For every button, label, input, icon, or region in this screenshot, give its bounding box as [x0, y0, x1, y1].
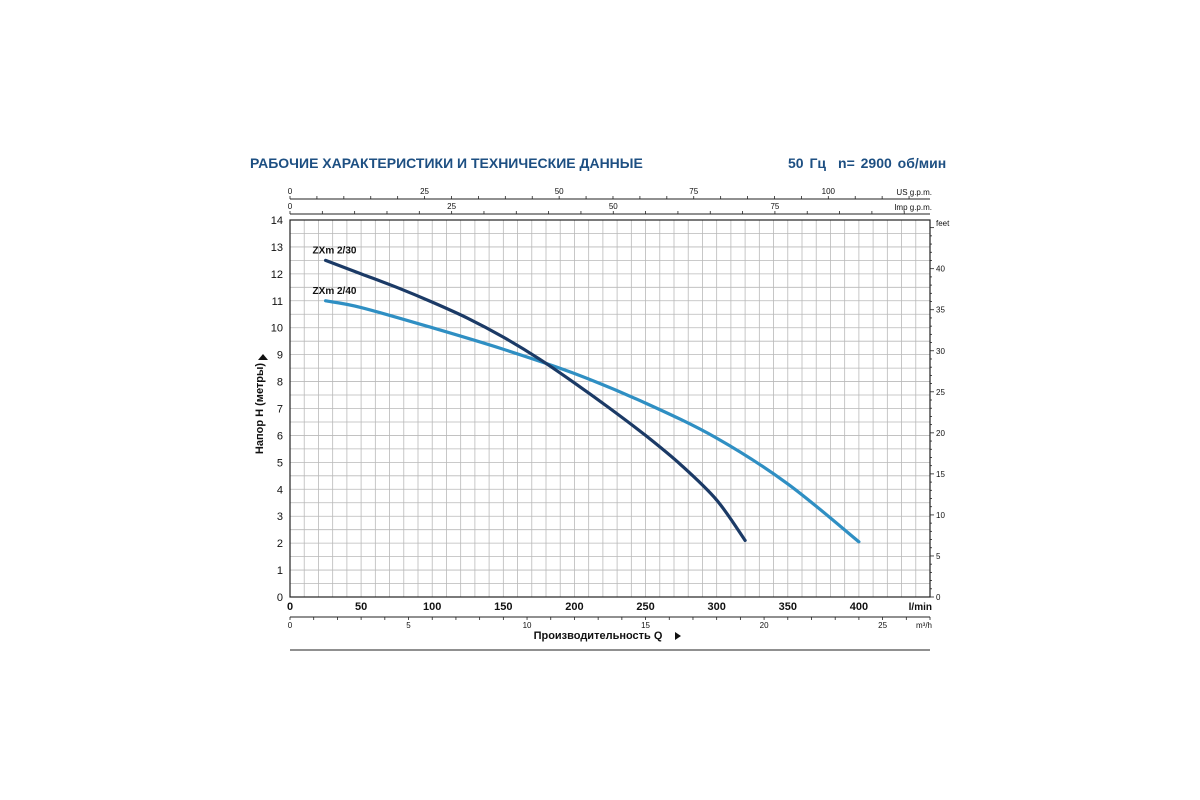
chart-spec: 50 Гц n= 2900 об/мин [788, 155, 946, 171]
speed-label: n= 2900 об/мин [838, 155, 947, 171]
m3h-tick-label: 15 [641, 621, 650, 630]
feet-tick-label: 20 [936, 429, 945, 438]
m3h-tick-label: 10 [523, 621, 532, 630]
series-label: ZXm 2/30 [313, 245, 357, 256]
axes [289, 196, 934, 651]
y-tick-label: 9 [277, 350, 283, 362]
imp-gpm-tick-label: 50 [609, 202, 618, 211]
curves [323, 258, 861, 544]
y-tick-label: 14 [271, 215, 283, 227]
feet-tick-label: 40 [936, 265, 945, 274]
feet-unit-label: feet [936, 219, 950, 228]
y-tick-label: 0 [277, 592, 283, 604]
x-tick-label: 50 [355, 601, 367, 613]
series-line-zxm-2-40 [323, 299, 861, 544]
y-tick-label: 3 [277, 511, 283, 523]
m3h-unit-label: m³/h [916, 621, 932, 630]
y-axis-arrow-icon [258, 354, 268, 360]
m3h-tick-label: 20 [760, 621, 769, 630]
feet-tick-label: 30 [936, 347, 945, 356]
x-tick-label: 250 [636, 601, 654, 613]
feet-tick-label: 0 [936, 593, 941, 602]
chart-title: РАБОЧИЕ ХАРАКТЕРИСТИКИ И ТЕХНИЧЕСКИЕ ДАН… [250, 155, 643, 171]
y-tick-label: 6 [277, 430, 283, 442]
x-unit-label: l/min [909, 602, 932, 613]
x-axis-title: Производительность Q [534, 630, 663, 642]
m3h-tick-label: 0 [288, 621, 293, 630]
us-gpm-tick-label: 0 [288, 187, 293, 196]
y-tick-label: 13 [271, 242, 283, 254]
y-tick-label: 1 [277, 565, 283, 577]
series-line-zxm-2-30 [323, 258, 747, 543]
x-tick-label: 300 [707, 601, 725, 613]
x-axis-arrow-icon [675, 632, 681, 640]
us-gpm-tick-label: 50 [555, 187, 564, 196]
x-tick-label: 100 [423, 601, 441, 613]
frequency-label: 50 Гц [788, 155, 827, 171]
y-tick-label: 4 [277, 484, 283, 496]
x-tick-label: 0 [287, 601, 293, 613]
m3h-tick-label: 25 [878, 621, 887, 630]
us-gpm-tick-label: 75 [689, 187, 698, 196]
x-tick-label: 150 [494, 601, 512, 613]
imp-gpm-tick-label: 0 [288, 202, 293, 211]
y-tick-label: 7 [277, 404, 283, 416]
us-gpm-tick-label: 100 [822, 187, 836, 196]
feet-tick-label: 35 [936, 306, 945, 315]
imp-gpm-tick-label: 75 [770, 202, 779, 211]
y-axis-title: Напор H (метры) [254, 363, 266, 454]
y-tick-label: 10 [271, 323, 283, 335]
feet-tick-label: 15 [936, 470, 945, 479]
x-tick-label: 200 [565, 601, 583, 613]
feet-tick-label: 25 [936, 388, 945, 397]
feet-tick-label: 5 [936, 552, 941, 561]
x-tick-label: 350 [779, 601, 797, 613]
y-tick-label: 5 [277, 457, 283, 469]
y-tick-label: 8 [277, 377, 283, 389]
series-label: ZXm 2/40 [313, 286, 357, 297]
imp-gpm-unit-label: Imp g.p.m. [894, 203, 932, 212]
us-gpm-tick-label: 25 [420, 187, 429, 196]
y-tick-label: 2 [277, 538, 283, 550]
us-gpm-unit-label: US g.p.m. [896, 188, 932, 197]
m3h-tick-label: 5 [406, 621, 411, 630]
feet-tick-label: 10 [936, 511, 945, 520]
x-tick-label: 400 [850, 601, 868, 613]
y-tick-label: 11 [272, 296, 283, 308]
y-tick-label: 12 [271, 269, 283, 281]
imp-gpm-tick-label: 25 [447, 202, 456, 211]
